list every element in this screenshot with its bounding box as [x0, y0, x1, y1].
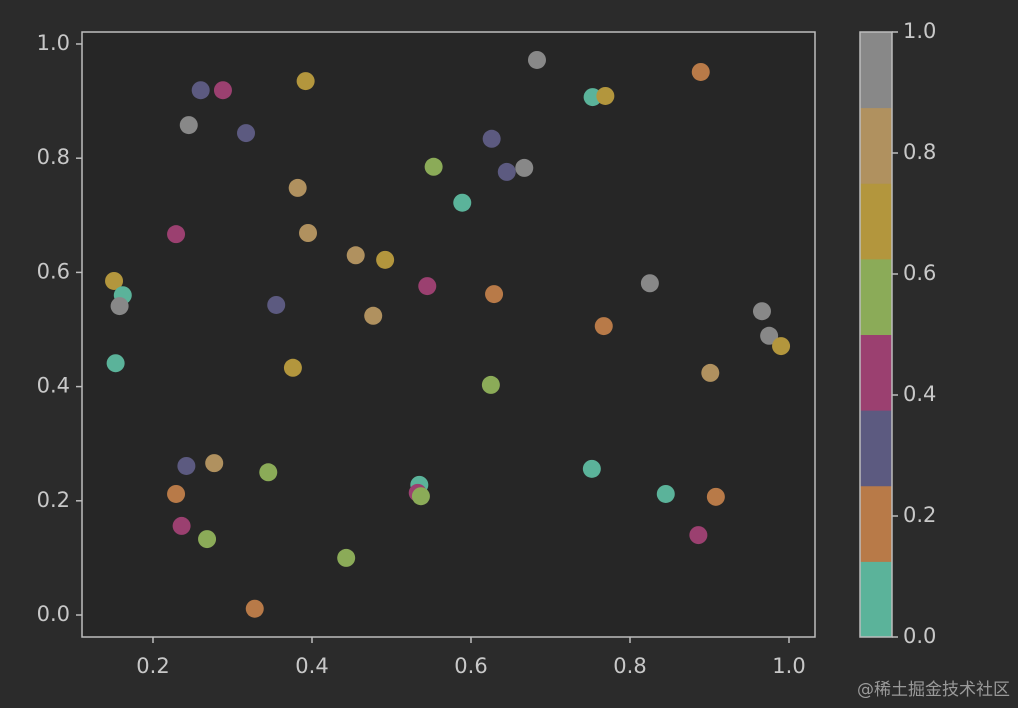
point	[376, 250, 395, 269]
colorbar-tick-label: 0.2	[903, 503, 936, 527]
colorbar-segment	[860, 258, 892, 335]
point	[177, 456, 196, 475]
point	[105, 271, 124, 290]
point	[424, 157, 443, 176]
y-tick-label: 0.4	[37, 374, 70, 398]
point	[689, 526, 708, 545]
point	[482, 129, 501, 148]
point	[299, 224, 318, 243]
y-tick-label: 0.2	[37, 488, 70, 512]
point	[485, 285, 504, 304]
point	[582, 459, 601, 478]
point	[337, 548, 356, 567]
point	[596, 86, 615, 105]
point	[346, 246, 365, 265]
point	[213, 81, 232, 100]
x-tick-label: 1.0	[772, 654, 805, 678]
point	[691, 62, 710, 81]
point	[481, 375, 500, 394]
point	[106, 354, 125, 373]
point	[527, 50, 546, 69]
point	[594, 317, 613, 336]
x-tick-label: 0.6	[454, 654, 487, 678]
colorbar-tick-label: 0.0	[903, 624, 936, 648]
point	[198, 530, 217, 549]
colorbar-frame	[859, 31, 893, 638]
x-tick-label: 0.2	[136, 654, 169, 678]
point	[172, 516, 191, 535]
point	[411, 487, 430, 506]
colorbar-tick-label: 1.0	[903, 19, 936, 43]
point	[497, 162, 516, 181]
colorbar-tick-label: 0.6	[903, 261, 936, 285]
x-tick-label: 0.8	[613, 654, 646, 678]
y-tick-label: 1.0	[37, 31, 70, 55]
point	[364, 306, 383, 325]
point	[237, 124, 256, 143]
point	[418, 277, 437, 296]
colorbar-segment	[860, 107, 892, 184]
point	[267, 295, 286, 314]
point	[110, 297, 129, 316]
colorbar-segment	[860, 410, 892, 487]
colorbar-segment	[860, 334, 892, 411]
point	[296, 72, 315, 91]
point	[245, 599, 264, 618]
colorbar-segment	[860, 183, 892, 260]
point	[701, 363, 720, 382]
colorbar-segment	[860, 561, 892, 638]
point	[283, 358, 302, 377]
point	[167, 484, 186, 503]
y-tick-label: 0.8	[37, 145, 70, 169]
point	[656, 484, 675, 503]
watermark: @稀土掘金技术社区	[857, 680, 1010, 700]
point	[179, 116, 198, 135]
colorbar-segment	[860, 485, 892, 562]
colorbar-tick-label: 0.4	[903, 382, 936, 406]
y-tick-label: 0.6	[37, 259, 70, 283]
point	[205, 454, 224, 473]
point	[259, 463, 278, 482]
point	[752, 302, 771, 321]
point	[772, 337, 791, 356]
point	[640, 274, 659, 293]
point	[760, 326, 779, 345]
point	[288, 178, 307, 197]
point	[515, 158, 534, 177]
point	[706, 487, 725, 506]
y-tick-label: 0.0	[37, 602, 70, 626]
point	[167, 225, 186, 244]
point	[191, 81, 210, 100]
point	[453, 193, 472, 212]
x-tick-label: 0.4	[295, 654, 328, 678]
colorbar-segment	[860, 32, 892, 109]
colorbar-tick-label: 0.8	[903, 140, 936, 164]
